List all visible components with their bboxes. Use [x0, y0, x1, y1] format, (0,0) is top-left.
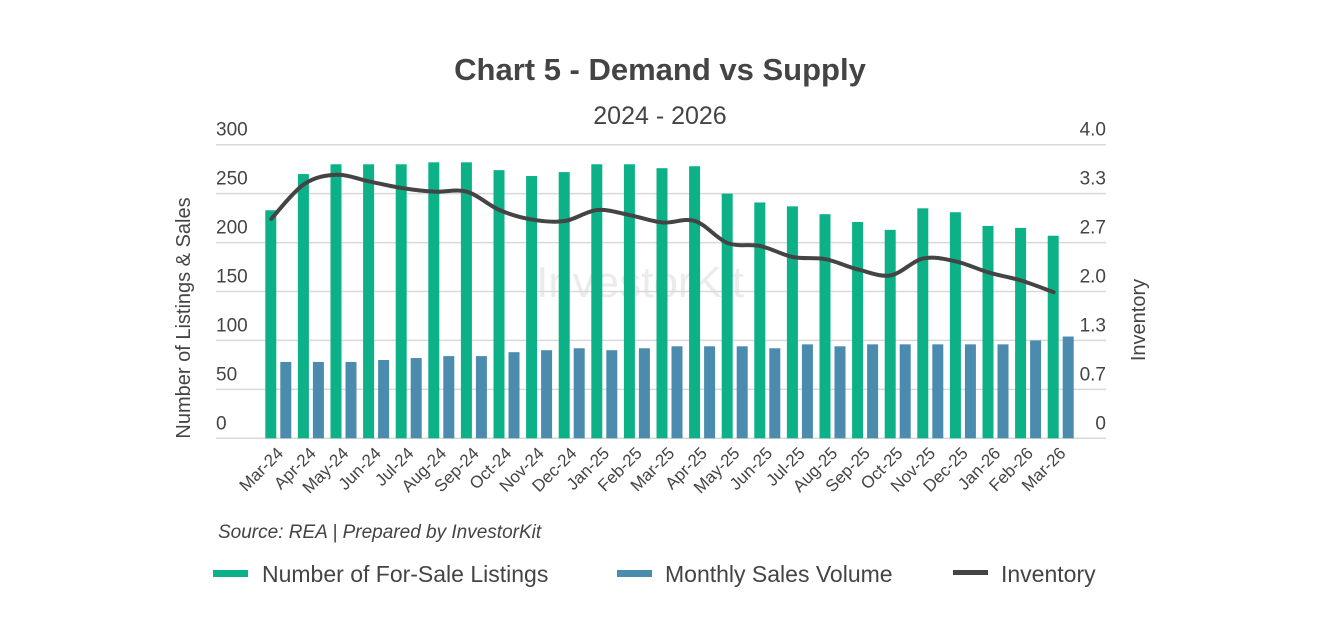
y2-tick-label: 2.0 — [1080, 267, 1106, 288]
sales-bar — [704, 346, 716, 439]
y2-tick-label: 0 — [1095, 413, 1106, 434]
sales-bar — [638, 348, 650, 439]
sales-bar — [1030, 340, 1042, 439]
sales-bar — [312, 361, 324, 439]
listings-bar — [689, 166, 701, 439]
listings-bar — [721, 193, 733, 439]
sales-bar — [997, 344, 1009, 439]
listings-bar — [852, 222, 864, 439]
legend: Number of For-Sale Listings Monthly Sale… — [213, 561, 1096, 587]
source-note: Source: REA | Prepared by InvestorKit — [218, 522, 542, 543]
listings-bar — [265, 210, 277, 439]
listings-bar — [558, 172, 570, 439]
sales-bar — [378, 360, 390, 439]
listings-bar — [363, 164, 375, 439]
legend-swatch-sales — [617, 570, 652, 577]
y-tick-label: 50 — [216, 364, 237, 385]
y2-tick-label: 2.7 — [1080, 218, 1106, 239]
sales-bar — [541, 350, 553, 439]
listings-bar — [493, 170, 505, 439]
watermark: InvestorKit — [536, 258, 744, 307]
sales-bar — [443, 356, 455, 439]
sales-bar — [899, 344, 911, 439]
listings-bar — [330, 164, 342, 439]
sales-bar — [671, 346, 683, 439]
sales-bar — [410, 358, 422, 439]
listings-bar — [949, 212, 961, 439]
sales-bar — [508, 352, 520, 439]
listings-bar — [1047, 235, 1059, 439]
sales-bar — [769, 348, 781, 439]
sales-bar — [932, 344, 944, 439]
listings-bar — [460, 162, 472, 439]
listings-bar — [1015, 227, 1027, 439]
listings-bar — [428, 162, 440, 439]
sales-bar — [573, 348, 585, 439]
listings-bar — [526, 176, 538, 439]
y2-tick-label: 4.0 — [1080, 120, 1106, 141]
y-tick-label: 100 — [216, 315, 248, 336]
sales-bar — [606, 350, 618, 439]
chart-subtitle: 2024 - 2026 — [593, 102, 726, 130]
legend-label-inventory: Inventory — [1001, 561, 1096, 587]
y-tick-label: 0 — [216, 413, 227, 434]
sales-bar — [1062, 336, 1074, 439]
listings-bar — [917, 208, 929, 439]
legend-swatch-inventory — [953, 570, 988, 575]
y2-tick-label: 0.7 — [1080, 364, 1106, 385]
y-tick-label: 200 — [216, 218, 248, 239]
sales-bar — [801, 344, 813, 439]
listings-bar — [754, 202, 766, 439]
legend-swatch-listings — [213, 570, 248, 577]
y2-tick-label: 1.3 — [1080, 315, 1106, 336]
listings-bar — [982, 225, 994, 439]
chart-title: Chart 5 - Demand vs Supply — [454, 52, 866, 87]
legend-label-listings: Number of For-Sale Listings — [262, 561, 548, 587]
listings-bar — [786, 206, 798, 439]
sales-bar — [834, 346, 846, 439]
inventory-line — [269, 172, 1056, 295]
y-tick-label: 300 — [216, 120, 248, 141]
sales-bar — [964, 344, 976, 439]
listings-bar — [819, 214, 831, 439]
listings-bar — [656, 168, 668, 439]
sales-bar — [867, 344, 879, 439]
sales-bar — [280, 361, 292, 439]
y2-axis-label: Inventory — [1128, 279, 1150, 361]
listings-bar — [297, 174, 309, 439]
y2-tick-label: 3.3 — [1080, 169, 1106, 190]
listings-bar — [591, 164, 603, 439]
listings-bar — [884, 229, 896, 439]
legend-label-sales: Monthly Sales Volume — [665, 561, 893, 587]
y-tick-label: 150 — [216, 267, 248, 288]
sales-bar — [736, 346, 748, 439]
sales-bar — [475, 356, 487, 439]
listings-bar — [395, 164, 407, 439]
y-axis-label: Number of Listings & Sales — [173, 197, 195, 438]
listings-bar — [623, 164, 635, 439]
sales-bar — [345, 361, 357, 439]
y-tick-label: 250 — [216, 169, 248, 190]
